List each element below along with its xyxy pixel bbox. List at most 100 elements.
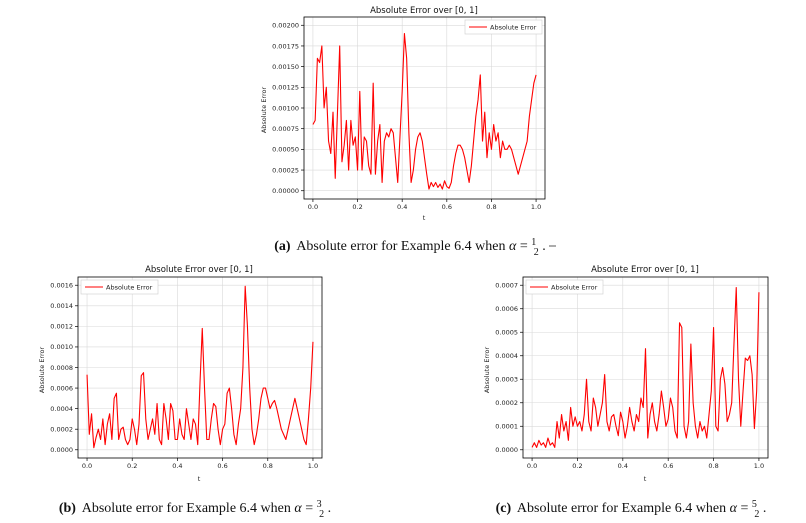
series-line-absolute-error	[531, 287, 760, 448]
y-tick-label: 0.00200	[272, 22, 299, 30]
data-point	[319, 62, 320, 63]
data-point	[86, 374, 87, 375]
data-point	[686, 437, 687, 438]
data-point	[150, 429, 151, 430]
data-point	[720, 379, 721, 380]
data-point	[422, 140, 423, 141]
data-point	[665, 426, 666, 427]
data-point	[756, 390, 757, 391]
y-axis-label: Absolute Error	[38, 347, 46, 394]
y-tick-label: 0.00025	[272, 166, 299, 174]
y-tick-label: 0.00175	[272, 42, 299, 50]
data-point	[361, 169, 362, 170]
data-point	[321, 45, 322, 46]
data-point	[373, 83, 374, 84]
data-point	[269, 408, 270, 409]
data-point	[357, 169, 358, 170]
data-point	[251, 429, 252, 430]
data-point	[267, 398, 268, 399]
data-point	[98, 429, 99, 430]
data-point	[141, 375, 142, 376]
data-point	[129, 439, 130, 440]
data-point	[482, 140, 483, 141]
data-point	[690, 343, 691, 344]
data-point	[233, 434, 234, 435]
data-point	[460, 145, 461, 146]
data-point	[127, 444, 128, 445]
data-point	[260, 398, 261, 399]
y-tick-label: 0.0006	[50, 384, 73, 392]
data-point	[100, 439, 101, 440]
axis-ticks: 0.0 0.2 0.4 0.6 0.8 1.0 0.00000 0.00025 0.00050 0…	[272, 22, 541, 211]
data-point	[453, 165, 454, 166]
data-point	[370, 174, 371, 175]
data-point	[217, 429, 218, 430]
caption-equals: =	[520, 239, 531, 254]
data-point	[402, 91, 403, 92]
data-point	[312, 341, 313, 342]
data-point	[695, 426, 696, 427]
caption-denominator: 2	[534, 247, 539, 258]
data-point	[161, 444, 162, 445]
data-point	[742, 390, 743, 391]
data-point	[595, 407, 596, 408]
x-tick-label: 0.0	[82, 462, 92, 470]
data-point	[368, 165, 369, 166]
data-point	[170, 403, 171, 404]
data-point	[341, 161, 342, 162]
data-point	[520, 165, 521, 166]
data-point	[679, 322, 680, 323]
data-point	[643, 407, 644, 408]
data-point	[604, 374, 605, 375]
data-point	[384, 140, 385, 141]
data-point	[552, 442, 553, 443]
data-point	[397, 182, 398, 183]
data-point	[95, 437, 96, 438]
data-point	[538, 440, 539, 441]
data-point	[114, 398, 115, 399]
data-point	[561, 414, 562, 415]
data-point	[294, 398, 295, 399]
data-point	[281, 429, 282, 430]
caption-equals: =	[740, 501, 751, 516]
data-point	[455, 153, 456, 154]
data-point	[256, 434, 257, 435]
data-point	[211, 418, 212, 419]
x-tick-label: 0.4	[172, 462, 182, 470]
data-point	[107, 423, 108, 424]
data-point	[292, 408, 293, 409]
data-point	[411, 182, 412, 183]
data-point	[620, 412, 621, 413]
data-point	[366, 140, 367, 141]
data-point	[179, 418, 180, 419]
data-point	[186, 408, 187, 409]
y-tick-label: 0.0004	[50, 405, 73, 413]
caption-variable: α	[730, 501, 738, 516]
data-point	[285, 439, 286, 440]
chart-title: Absolute Error over [0, 1]	[145, 265, 253, 275]
data-point	[242, 367, 243, 368]
data-point	[323, 107, 324, 108]
data-point	[152, 418, 153, 419]
data-point	[731, 402, 732, 403]
data-point	[442, 188, 443, 189]
data-point	[745, 358, 746, 359]
data-point	[156, 403, 157, 404]
data-point	[724, 383, 725, 384]
data-point	[379, 124, 380, 125]
data-point	[486, 157, 487, 158]
data-point	[299, 418, 300, 419]
data-point	[116, 393, 117, 394]
data-point	[193, 418, 194, 419]
data-point	[143, 372, 144, 373]
data-point	[224, 423, 225, 424]
data-point	[413, 169, 414, 170]
data-point	[566, 421, 567, 422]
data-point	[236, 444, 237, 445]
data-point	[446, 186, 447, 187]
data-point	[120, 429, 121, 430]
data-point	[238, 423, 239, 424]
data-point	[473, 140, 474, 141]
data-point	[531, 447, 532, 448]
